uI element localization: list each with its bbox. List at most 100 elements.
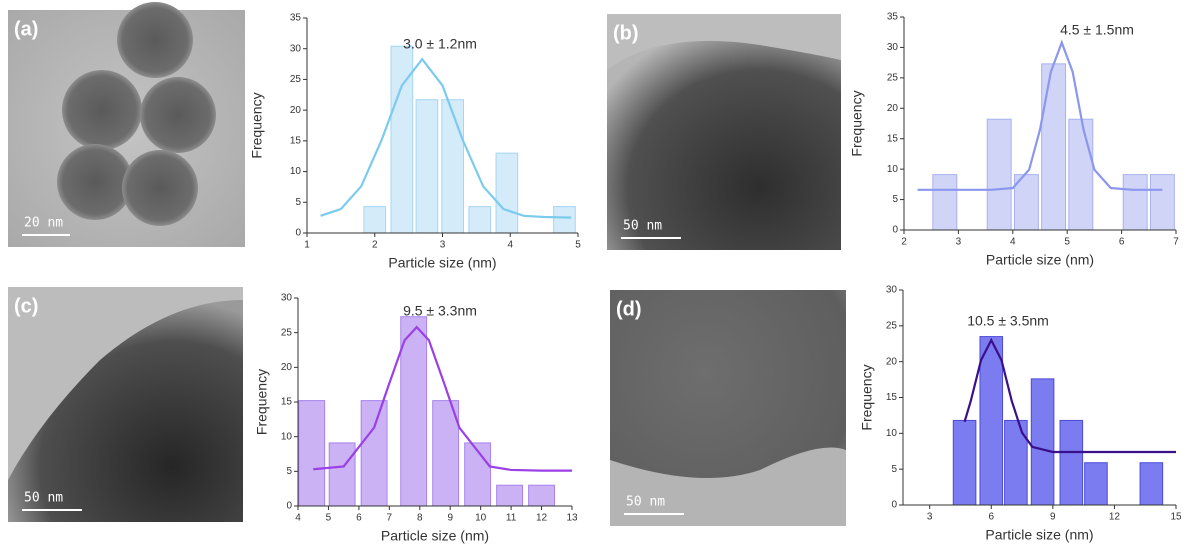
y-tick-label: 30 <box>290 43 302 54</box>
bar <box>401 317 427 506</box>
fit-curve <box>918 43 1163 190</box>
x-tick-label: 11 <box>506 513 517 524</box>
x-tick-label: 7 <box>387 513 393 524</box>
panel-label: (d) <box>616 298 642 320</box>
y-tick-label: 15 <box>281 397 293 408</box>
x-tick-label: 12 <box>1109 512 1121 523</box>
x-tick-label: 3 <box>927 512 933 523</box>
x-tick-label: 5 <box>575 240 581 251</box>
y-axis-label: Frequency <box>859 364 875 430</box>
x-tick-label: 7 <box>1173 237 1179 248</box>
y-tick-label: 35 <box>290 13 302 24</box>
y-tick-label: 5 <box>286 466 292 477</box>
bar <box>933 175 957 230</box>
y-tick-label: 30 <box>281 293 293 304</box>
x-tick-label: 4 <box>295 513 301 524</box>
x-tick-label: 5 <box>1064 237 1070 248</box>
x-tick-label: 9 <box>447 513 453 524</box>
y-tick-label: 15 <box>886 392 898 403</box>
tem-image <box>8 287 243 522</box>
bar <box>1060 420 1083 505</box>
tem-image <box>8 2 245 247</box>
x-tick-label: 6 <box>356 513 362 524</box>
bar <box>1123 175 1147 230</box>
y-tick-label: 10 <box>281 431 293 442</box>
x-tick-label: 5 <box>326 513 332 524</box>
x-tick-label: 6 <box>1119 237 1125 248</box>
y-tick-label: 5 <box>891 464 897 475</box>
x-tick-label: 8 <box>417 513 423 524</box>
bar <box>364 207 386 233</box>
y-tick-label: 10 <box>290 166 302 177</box>
y-tick-label: 15 <box>887 133 899 144</box>
x-tick-label: 6 <box>988 512 994 523</box>
y-tick-label: 20 <box>886 356 898 367</box>
annotation: 4.5 ± 1.5nm <box>1060 22 1134 38</box>
x-tick-label: 3 <box>440 240 446 251</box>
bar <box>497 485 523 506</box>
figure: (a)20 nm0510152025303512345Particle size… <box>0 0 1185 551</box>
y-tick-label: 30 <box>886 285 898 296</box>
tem-image <box>610 290 846 526</box>
x-tick-label: 3 <box>956 237 962 248</box>
bar <box>1069 119 1093 230</box>
y-tick-label: 25 <box>886 320 898 331</box>
bar <box>1140 463 1163 505</box>
scale-bar-label: 50 nm <box>626 495 665 510</box>
y-tick-label: 0 <box>295 228 301 239</box>
y-tick-label: 25 <box>290 74 302 85</box>
y-axis-label: Frequency <box>849 90 865 156</box>
x-axis-label: Particle size (nm) <box>388 255 496 271</box>
panel-label: (a) <box>14 18 38 40</box>
x-tick-label: 1 <box>304 240 310 251</box>
bar <box>529 485 555 506</box>
y-tick-label: 20 <box>887 103 899 114</box>
bar <box>1005 420 1028 505</box>
annotation: 3.0 ± 1.2nm <box>403 36 477 52</box>
y-tick-label: 20 <box>290 105 302 116</box>
bar <box>469 207 491 233</box>
y-tick-label: 10 <box>887 164 899 175</box>
x-tick-label: 12 <box>536 513 548 524</box>
y-tick-label: 5 <box>892 194 898 205</box>
x-tick-label: 4 <box>507 240 513 251</box>
x-tick-label: 2 <box>901 237 907 248</box>
x-axis-label: Particle size (nm) <box>985 527 1093 543</box>
y-tick-label: 25 <box>281 327 293 338</box>
panel-label: (c) <box>14 295 38 317</box>
x-axis-label: Particle size (nm) <box>381 528 489 544</box>
bar <box>980 337 1003 505</box>
y-axis-label: Frequency <box>249 92 265 158</box>
y-tick-label: 15 <box>290 135 302 146</box>
x-tick-label: 2 <box>372 240 378 251</box>
x-axis-label: Particle size (nm) <box>986 252 1094 268</box>
bar <box>554 207 576 233</box>
x-tick-label: 4 <box>1010 237 1016 248</box>
y-tick-label: 25 <box>887 72 899 83</box>
y-tick-label: 10 <box>886 428 898 439</box>
y-tick-label: 30 <box>887 42 899 53</box>
bar <box>1150 175 1174 230</box>
bar <box>442 100 464 233</box>
y-axis-label: Frequency <box>254 369 270 435</box>
annotation: 10.5 ± 3.5nm <box>967 313 1049 329</box>
y-tick-label: 20 <box>281 362 293 373</box>
panel-label: (b) <box>613 22 639 44</box>
y-tick-label: 0 <box>286 501 292 512</box>
bar <box>1085 463 1108 505</box>
scale-bar-label: 50 nm <box>24 491 63 506</box>
x-tick-label: 15 <box>1170 512 1182 523</box>
bar <box>299 401 325 506</box>
y-tick-label: 0 <box>892 225 898 236</box>
bar <box>1031 379 1054 505</box>
scale-bar-label: 50 nm <box>623 219 662 234</box>
tem-image <box>607 14 841 250</box>
y-tick-label: 0 <box>891 500 897 511</box>
bar <box>953 420 976 505</box>
y-tick-label: 35 <box>887 12 899 23</box>
bar <box>987 119 1011 230</box>
x-tick-label: 10 <box>475 513 487 524</box>
scale-bar-label: 20 nm <box>24 216 63 231</box>
annotation: 9.5 ± 3.3nm <box>403 303 477 319</box>
bar <box>361 401 387 506</box>
